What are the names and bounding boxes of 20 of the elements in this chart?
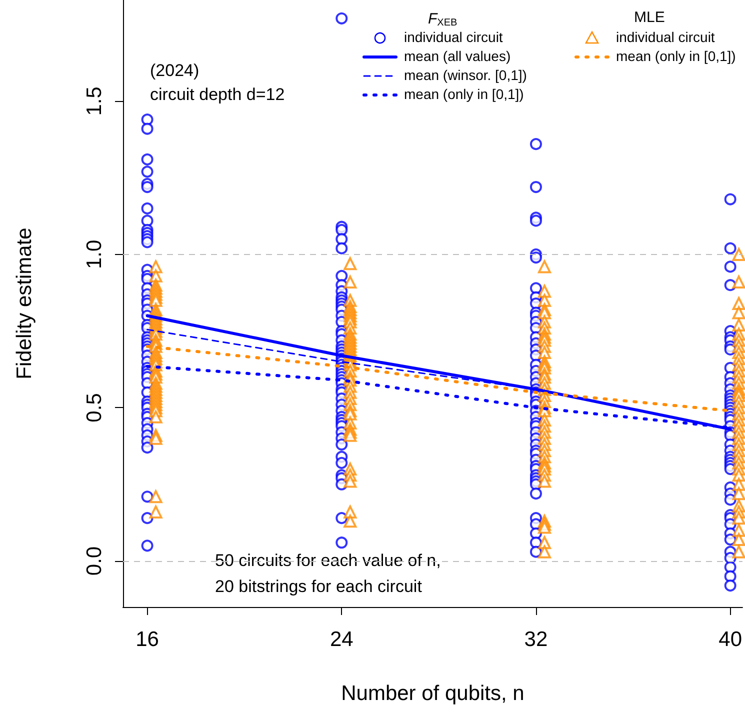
x-tick-label: 16 xyxy=(136,628,159,651)
x-tick-label: 32 xyxy=(524,628,548,651)
legend-label: individual circuit xyxy=(404,29,503,45)
legend-label: mean (only in [0,1]) xyxy=(404,86,524,102)
legend-label: mean (only in [0,1]) xyxy=(616,48,736,64)
y-axis-title: Fidelity estimate xyxy=(13,228,36,380)
y-tick-label: 0.5 xyxy=(83,393,106,422)
x-tick-label: 24 xyxy=(330,628,354,651)
annotation: 20 bitstrings for each circuit xyxy=(215,577,422,596)
x-tick-label: 40 xyxy=(718,628,742,651)
annotation: MLE xyxy=(634,9,665,26)
legend-label: mean (all values) xyxy=(404,48,511,64)
annotation: (2024) xyxy=(150,61,200,80)
y-tick-label: 1.5 xyxy=(83,86,106,116)
x-axis-title: Number of qubits, n xyxy=(341,682,524,705)
legend-label: individual circuit xyxy=(616,29,715,45)
annotation: circuit depth d=12 xyxy=(150,85,285,104)
y-tick-label: 0.0 xyxy=(83,546,106,576)
legend-label: mean (winsor. [0,1]) xyxy=(404,67,527,83)
y-tick-label: 1.0 xyxy=(83,240,106,270)
